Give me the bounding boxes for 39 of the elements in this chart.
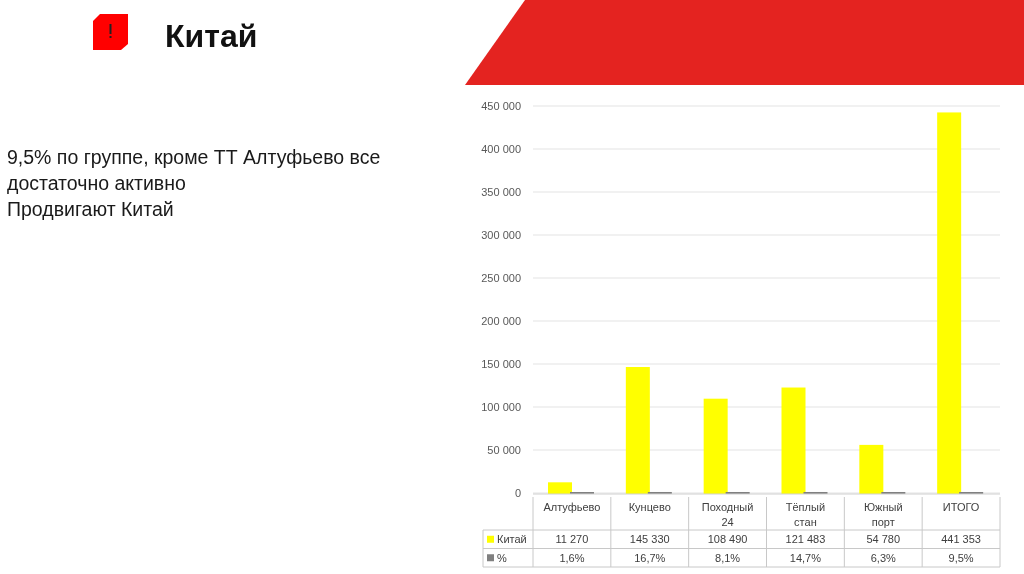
text: Китай bbox=[165, 18, 258, 54]
data-label: 6,3% bbox=[870, 551, 896, 564]
bar bbox=[937, 112, 962, 494]
y-tick-label: 150 000 bbox=[481, 358, 521, 371]
bar bbox=[625, 367, 650, 494]
y-tick-label: 250 000 bbox=[481, 272, 521, 285]
y-tick-label: 450 000 bbox=[481, 100, 521, 113]
data-label: 14,7% bbox=[789, 551, 822, 564]
text: Продвигают Китай bbox=[7, 198, 174, 220]
y-tick-label: 50 000 bbox=[487, 444, 521, 457]
data-label: 9,5% bbox=[948, 551, 974, 564]
x-tick-label: Кунцево bbox=[628, 501, 671, 513]
legend-label: % bbox=[497, 551, 507, 564]
data-label: 441 353 bbox=[941, 533, 981, 546]
data-label: 54 780 bbox=[866, 533, 901, 546]
bar bbox=[781, 387, 806, 494]
y-tick-label: 200 000 bbox=[481, 315, 521, 328]
bar bbox=[859, 444, 884, 494]
x-tick-label: Южный порт bbox=[863, 501, 903, 528]
y-tick-label: 350 000 bbox=[481, 186, 521, 199]
y-tick-label: 100 000 bbox=[481, 401, 521, 414]
data-label: 121 483 bbox=[785, 533, 826, 546]
data-label: 108 490 bbox=[707, 533, 748, 546]
y-tick-label: 300 000 bbox=[481, 229, 521, 242]
bar bbox=[703, 398, 728, 494]
y-tick-label: 0 bbox=[514, 487, 521, 500]
x-tick-label: Тёплый стан bbox=[785, 501, 826, 528]
x-tick-label: Алтуфьево bbox=[543, 501, 601, 513]
data-label: 145 330 bbox=[629, 533, 670, 546]
x-tick-label: ИТОГО bbox=[942, 501, 980, 513]
y-tick-label: 400 000 bbox=[481, 143, 521, 156]
x-tick-label: Походный 24 bbox=[701, 501, 754, 528]
legend-label: Китай bbox=[497, 533, 527, 546]
text: 9,5% по группе, кроме ТТ Алтуфьево все достаточно активно bbox=[7, 146, 381, 194]
data-label: 1,6% bbox=[559, 551, 585, 564]
bar bbox=[548, 482, 572, 494]
data-label: 11 270 bbox=[555, 533, 589, 546]
data-label: 8,1% bbox=[715, 551, 741, 564]
data-label: 16,7% bbox=[634, 551, 666, 564]
